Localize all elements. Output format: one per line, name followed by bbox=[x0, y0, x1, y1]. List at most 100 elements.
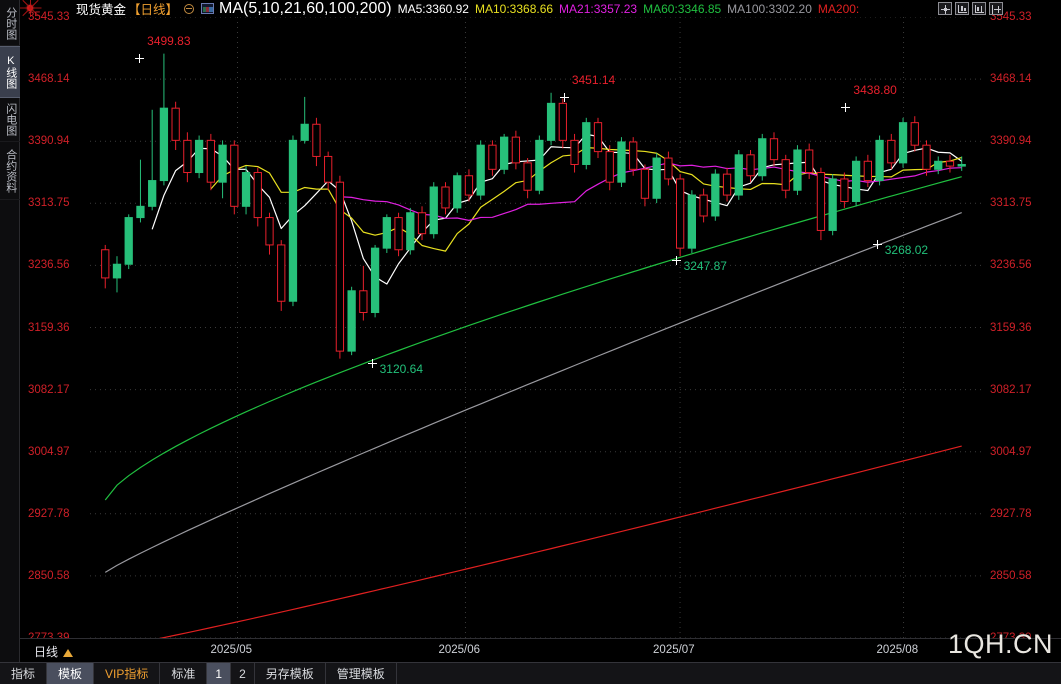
candlestick[interactable] bbox=[734, 150, 743, 200]
candlestick[interactable] bbox=[523, 158, 532, 199]
candlestick[interactable] bbox=[675, 174, 685, 257]
candlestick[interactable] bbox=[417, 206, 427, 241]
indicator-toolbar: 指标 模板 VIP指标 标准 1 2 另存模板 管理模板 bbox=[0, 662, 1061, 684]
candlestick[interactable] bbox=[910, 116, 919, 152]
candlestick[interactable] bbox=[875, 135, 884, 186]
sidebar-item-timeshare-chart[interactable]: 分时图 bbox=[0, 2, 20, 46]
candlestick[interactable] bbox=[406, 207, 415, 255]
candlestick[interactable] bbox=[898, 117, 908, 168]
toolbar-item-manage-template[interactable]: 管理模板 bbox=[326, 663, 397, 684]
candlestick[interactable] bbox=[453, 172, 462, 213]
candlestick[interactable] bbox=[288, 135, 298, 307]
candlestick[interactable] bbox=[793, 145, 802, 196]
crosshair-icon[interactable] bbox=[938, 2, 952, 15]
candlestick[interactable] bbox=[582, 117, 591, 170]
candlestick[interactable] bbox=[699, 188, 708, 223]
candlestick[interactable] bbox=[805, 143, 814, 179]
candlestick[interactable] bbox=[241, 166, 251, 215]
price-plot-area[interactable]: 3499.83 3451.14 3438.80 3120.64 3247.87 3268.… bbox=[90, 17, 984, 638]
candlestick[interactable] bbox=[230, 140, 239, 215]
candlestick[interactable] bbox=[828, 174, 837, 236]
candlestick-layer[interactable] bbox=[90, 17, 984, 638]
chart-canvas[interactable]: 3499.83 3451.14 3438.80 3120.64 3247.87 3268.… bbox=[20, 11, 1061, 644]
minus-circle-icon[interactable] bbox=[184, 3, 195, 14]
candlestick[interactable] bbox=[851, 156, 861, 207]
sidebar-item-kline-chart[interactable]: K线图 bbox=[0, 46, 20, 98]
candlestick[interactable] bbox=[617, 137, 626, 188]
candlestick[interactable] bbox=[300, 96, 309, 144]
period-tag[interactable]: 日线 bbox=[34, 643, 74, 660]
candlestick[interactable] bbox=[112, 256, 122, 293]
candlestick[interactable] bbox=[476, 140, 485, 200]
candlestick[interactable] bbox=[570, 133, 579, 173]
candlestick[interactable] bbox=[863, 154, 872, 188]
candlestick[interactable] bbox=[312, 117, 321, 167]
toolbar-item-slot-2[interactable]: 2 bbox=[231, 663, 255, 684]
chart-header: 现货黄金 【日线】 MA(5,10,21,60,100,200) MA5:336… bbox=[20, 0, 1061, 17]
candlestick[interactable] bbox=[335, 175, 345, 359]
candlestick[interactable] bbox=[277, 240, 286, 311]
candlestick[interactable] bbox=[171, 101, 180, 151]
candlestick[interactable] bbox=[159, 53, 169, 186]
candlestick[interactable] bbox=[640, 164, 650, 207]
candlestick[interactable] bbox=[324, 151, 333, 191]
candlestick[interactable] bbox=[488, 140, 497, 176]
candlestick[interactable] bbox=[758, 133, 767, 181]
candlestick[interactable] bbox=[934, 156, 943, 175]
candlestick[interactable] bbox=[593, 117, 603, 159]
candlestick[interactable] bbox=[957, 156, 966, 171]
candlestick[interactable] bbox=[711, 169, 720, 221]
candlestick[interactable] bbox=[546, 92, 556, 146]
candlestick[interactable] bbox=[816, 167, 826, 241]
candlestick[interactable] bbox=[464, 169, 474, 202]
candlestick[interactable] bbox=[746, 150, 755, 183]
candlestick[interactable] bbox=[922, 140, 931, 176]
candlestick[interactable] bbox=[265, 212, 274, 255]
candlestick[interactable] bbox=[370, 244, 380, 318]
toolbar-item-slot-1[interactable]: 1 bbox=[207, 663, 232, 684]
candlestick[interactable] bbox=[652, 153, 661, 204]
candlestick[interactable] bbox=[394, 212, 403, 257]
candlestick[interactable] bbox=[194, 135, 204, 179]
indicator-chart-icon[interactable] bbox=[201, 3, 215, 14]
candlestick[interactable] bbox=[206, 133, 215, 191]
ma-value-ma200: MA200: bbox=[817, 1, 860, 16]
toolbar-item-standard[interactable]: 标准 bbox=[160, 663, 208, 684]
candlestick[interactable] bbox=[887, 133, 896, 170]
candlestick[interactable] bbox=[218, 140, 227, 199]
candlestick[interactable] bbox=[359, 265, 368, 321]
toolbar-item-indicator[interactable]: 指标 bbox=[0, 663, 48, 684]
toolbar-item-vip-indicator[interactable]: VIP指标 bbox=[94, 663, 161, 684]
candlestick[interactable] bbox=[253, 167, 262, 227]
chart-left-icon[interactable] bbox=[955, 2, 969, 15]
candlestick[interactable] bbox=[945, 154, 955, 173]
candlestick[interactable] bbox=[664, 151, 673, 186]
sidebar-item-contract-info[interactable]: 合约资料 bbox=[0, 142, 20, 200]
candlestick[interactable] bbox=[183, 132, 192, 183]
candlestick[interactable] bbox=[124, 214, 133, 270]
chart-right-icon[interactable] bbox=[972, 2, 986, 15]
candlestick[interactable] bbox=[605, 145, 614, 191]
candlestick[interactable] bbox=[629, 137, 638, 176]
candlestick[interactable] bbox=[148, 109, 157, 211]
candlestick[interactable] bbox=[347, 286, 356, 356]
candlestick[interactable] bbox=[722, 167, 732, 202]
toolbar-filler bbox=[397, 663, 1061, 684]
candlestick[interactable] bbox=[769, 132, 779, 167]
candlestick[interactable] bbox=[535, 135, 544, 195]
candlestick[interactable] bbox=[441, 182, 450, 215]
candlestick[interactable] bbox=[382, 214, 391, 253]
sidebar-item-lightning-chart[interactable]: 闪电图 bbox=[0, 98, 20, 142]
candlestick[interactable] bbox=[511, 130, 521, 170]
candlestick[interactable] bbox=[558, 98, 567, 149]
toolbar-item-save-as-template[interactable]: 另存模板 bbox=[255, 663, 326, 684]
candlestick[interactable] bbox=[136, 159, 145, 223]
candlestick[interactable] bbox=[687, 190, 697, 253]
candlestick[interactable] bbox=[429, 182, 438, 239]
candlestick[interactable] bbox=[500, 133, 509, 175]
candlestick[interactable] bbox=[781, 154, 790, 199]
candlestick[interactable] bbox=[101, 244, 110, 289]
chart-expand-icon[interactable] bbox=[989, 2, 1003, 15]
toolbar-item-template[interactable]: 模板 bbox=[47, 663, 95, 684]
candlestick[interactable] bbox=[840, 172, 849, 208]
